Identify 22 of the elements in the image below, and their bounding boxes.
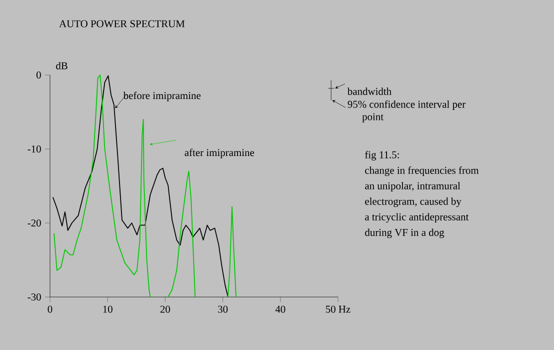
y-tick-label: -10 [28, 145, 41, 153]
y-axis-title: dB [56, 62, 68, 70]
chart-title: AUTO POWER SPECTRUM [59, 20, 185, 28]
series-label: after imipramine [184, 148, 254, 158]
x-tick-label: 50 Hz [326, 306, 350, 313]
caption: fig 11.5: [365, 150, 399, 160]
text: change in frequencies from [365, 166, 479, 176]
y-tick-label: 0 [36, 71, 41, 79]
y-tick-label: -20 [28, 219, 41, 227]
legend-label: before imipramine [123, 92, 201, 102]
x-tick-label: 30 [218, 306, 228, 313]
x-tick-label: 40 [275, 306, 286, 313]
x-tick-label: 0 [48, 306, 52, 313]
text: 95% confidence interval per point [348, 100, 466, 122]
y-tick-label: -30 [28, 293, 41, 301]
text: bandwidth [347, 88, 392, 95]
x-tick-label: 10 [103, 306, 112, 313]
text: a tricyclic antidepressant [365, 213, 469, 223]
text: electrogram, caused by [365, 198, 462, 208]
text: an unipolar, intramural [365, 182, 460, 192]
text: during VF in a dog [365, 228, 444, 238]
x-tick-label: 20 [160, 306, 170, 313]
